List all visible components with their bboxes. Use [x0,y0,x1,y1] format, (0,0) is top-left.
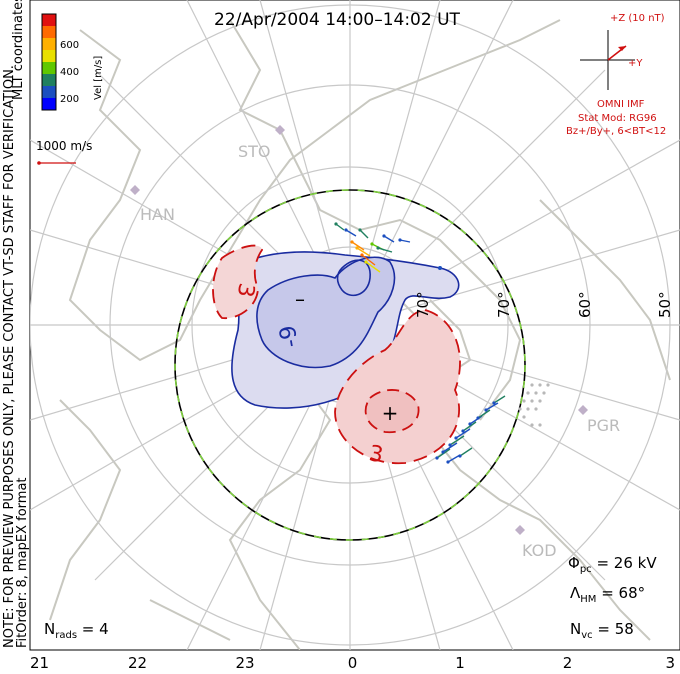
imf-condition: Bz+/By+, 6<BT<12 [566,126,666,137]
nrads-sub: rads [55,630,77,641]
positive-potential-inner [364,389,420,434]
nvc-value: = 58 [593,620,634,638]
velocity-vectors-dayside [334,222,442,273]
mlt-tick-label: 21 [30,654,49,672]
colorbar-swatch [42,74,56,86]
negative-potential-innermost [336,259,371,297]
phi-sub: pc [580,564,592,575]
hm-boundary-dash [174,189,526,541]
velocity-colorbar [41,13,57,111]
colorbar-tick-600: 600 [60,40,79,51]
colorbar-swatch [42,50,56,62]
mlt-tick-label: 22 [128,654,147,672]
mlt-tick-label: 0 [348,654,358,672]
imf-z-label: +Z (10 nT) [610,13,665,24]
nvc-sub: vc [581,630,592,641]
nvc-stat: Nvc = 58 [570,620,634,641]
nrads-value: = 4 [77,620,109,638]
negative-potential-inner [256,256,396,369]
lambda-symbol: Λ [570,584,581,602]
imf-clock [580,30,635,90]
mlt-tick-label: 23 [235,654,254,672]
station-sto-label: STO [238,142,271,161]
lambda-value: = 68° [596,584,645,602]
imf-model: Stat Mod: RG96 [578,113,657,124]
station-markers [130,125,588,535]
contour-label-negative: -9 [275,323,303,349]
lat-label-50: 50° [656,291,674,318]
station-kod-label: KOD [522,541,557,560]
mlt-tick-label: 2 [563,654,573,672]
preview-note: NOTE: FOR PREVIEW PURPOSES ONLY, PLEASE … [2,65,17,648]
phi-symbol: Φ [568,554,580,572]
nrads-symbol: N [44,620,55,638]
colorbar-swatch [42,38,56,50]
mlt-tick-label: 3 [665,654,675,672]
coastlines [49,19,671,650]
negative-cell-symbol: – [295,287,305,311]
colorbar-swatch [42,98,56,110]
colorbar-border [41,13,57,111]
colorbar-tick-200: 200 [60,94,79,105]
positive-cell-symbol: + [382,401,399,425]
radar-fov-dots [518,383,550,427]
imf-source: OMNI IMF [597,99,645,110]
phi-pc-stat: Φpc = 26 kV [568,554,657,575]
nvc-symbol: N [570,620,581,638]
nrads-stat: Nrads = 4 [44,620,109,641]
lat-label-60: 60° [576,291,594,318]
vector-scale-label: 1000 m/s [36,139,92,153]
imf-y-label: +Y [628,58,643,69]
lat-label-80: 70° [414,291,432,318]
lambda-hm-stat: ΛHM = 68° [570,584,645,605]
phi-value: = 26 kV [592,554,658,572]
colorbar-swatch [42,86,56,98]
lat-label-70: 70° [495,291,513,318]
positive-potential-cell [334,309,461,465]
contour-label-positive: 3 [367,441,385,468]
velocity-vectors-nightside [435,395,506,464]
mlt-tick-labels: 21 22 23 0 1 2 3 [30,654,675,672]
map-title: 22/Apr/2004 14:00–14:02 UT [214,10,460,30]
contour-label-positive-small: 3 [232,281,259,299]
mlt-tick-label: 1 [455,654,465,672]
fit-order-note: FitOrder: 8, mapEX format [15,477,30,648]
colorbar-swatch [42,14,56,26]
lambda-sub: HM [580,594,596,605]
colorbar-swatch [42,62,56,74]
colorbar-tick-400: 400 [60,67,79,78]
station-pgr-label: PGR [587,416,620,435]
colorbar-label: Vel [m/s] [93,56,104,100]
mlt-coordinates-label: MLT coordinates [11,0,26,100]
station-han-label: HAN [140,205,175,224]
positive-potential-cell-small [212,244,263,319]
colorbar-swatch [42,26,56,38]
